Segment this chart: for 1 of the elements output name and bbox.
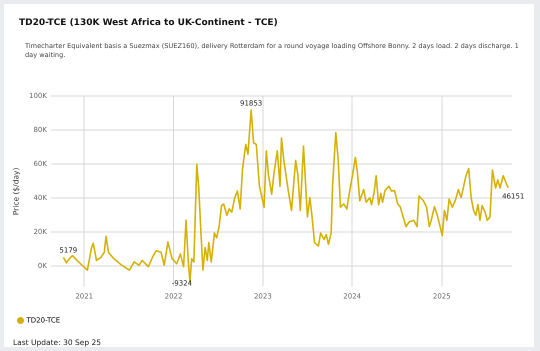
chart-title: TD20-TCE (130K West Africa to UK-Continent - TCE) [19,18,278,28]
